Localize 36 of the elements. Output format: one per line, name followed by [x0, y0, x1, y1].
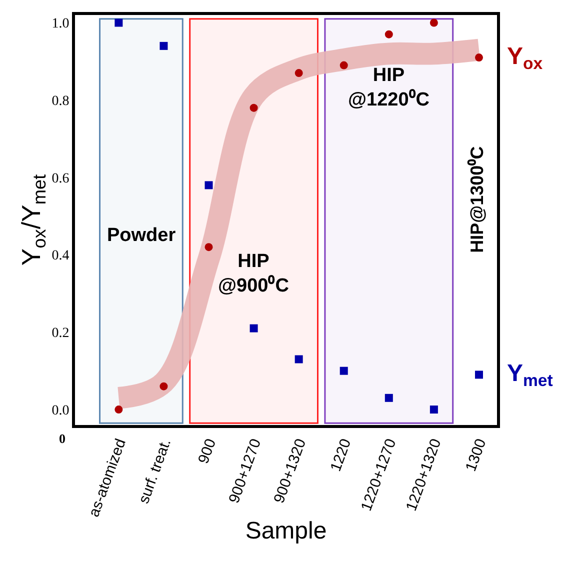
x-tick-label: surf. treat.	[135, 436, 175, 506]
point	[204, 181, 213, 190]
y-tick-label: 0.0	[52, 403, 70, 418]
point	[430, 406, 438, 414]
annotation: HIP@1300⁰C	[466, 146, 487, 253]
point	[340, 366, 348, 375]
point	[384, 394, 393, 402]
point	[160, 382, 168, 390]
point	[250, 324, 258, 332]
point	[384, 30, 393, 38]
y-tick-label: 0.8	[52, 94, 70, 109]
x-axis-title: Sample	[245, 518, 327, 545]
band-label: HIP @900⁰C	[218, 251, 290, 297]
x-tick-label: 1220	[327, 436, 355, 474]
band-label: HIP @1220⁰C	[348, 65, 430, 111]
series-label: Y$_{met}$	[507, 360, 554, 390]
point	[204, 243, 213, 252]
point	[430, 18, 438, 27]
text: 0	[59, 431, 66, 446]
x-tick-label: 1300	[462, 436, 490, 474]
y-tick-label: 0.2	[52, 326, 70, 342]
point	[114, 406, 123, 414]
y-tick-label: 1.0	[52, 16, 70, 32]
point	[474, 54, 483, 62]
x-tick-label: 900	[195, 436, 220, 466]
point	[294, 355, 303, 364]
point	[294, 69, 303, 78]
point	[114, 18, 123, 27]
point	[160, 42, 168, 50]
y-tick-label: 0.4	[52, 248, 70, 264]
point	[340, 61, 348, 70]
point	[250, 104, 258, 112]
point	[474, 370, 483, 379]
band-label: Powder	[107, 225, 176, 246]
series-label: Y$_{ox}$	[507, 43, 544, 74]
y-tick-label: 0.6	[52, 171, 70, 186]
